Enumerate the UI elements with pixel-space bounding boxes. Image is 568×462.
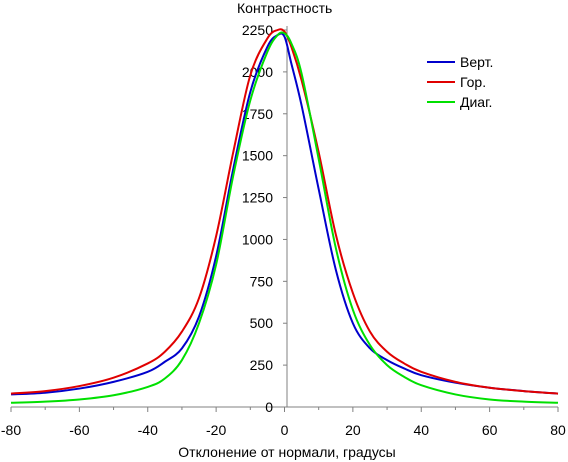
x-tick-label: 0 (281, 422, 289, 438)
x-tick-label: -60 (69, 422, 89, 438)
y-axis-title: Контрастность (237, 0, 332, 16)
x-tick-label: 60 (482, 422, 498, 438)
series-lines (10, 28, 559, 404)
y-tick-label: 0 (265, 399, 273, 415)
x-axis-title: Отклонение от нормали, градусы (178, 444, 395, 460)
series-line-1 (10, 32, 559, 396)
x-tick-label: 20 (345, 422, 361, 438)
legend-label-2: Гор. (460, 74, 486, 90)
series-line-3 (10, 31, 559, 404)
y-tick-label: 500 (250, 315, 274, 331)
y-tick-label: 1500 (242, 148, 273, 164)
y-tick-label: 250 (250, 357, 274, 373)
x-tick-label: -40 (138, 422, 158, 438)
legend-label-3: Диаг. (460, 94, 492, 110)
y-tick-label: 1250 (242, 190, 273, 206)
x-tick-label: 80 (550, 422, 566, 438)
y-tick-label: 1000 (242, 231, 273, 247)
y-tick-label: 750 (250, 273, 274, 289)
tick-labels: -80 -60 -40 -20 0 20 40 60 80 0 250 500 750 1000 1250 1… (1, 22, 566, 438)
legend-label-1: Верт. (460, 54, 493, 70)
x-tick-label: -80 (1, 422, 21, 438)
x-tick-label: -20 (206, 422, 226, 438)
y-tick-label: 2250 (242, 22, 273, 38)
chart-axes (10, 26, 559, 412)
x-tick-label: 40 (413, 422, 429, 438)
chart-legend: Верт. Гор. Диаг. (427, 54, 493, 110)
series-line-2 (10, 28, 559, 395)
y-tick-label: 1750 (242, 106, 273, 122)
